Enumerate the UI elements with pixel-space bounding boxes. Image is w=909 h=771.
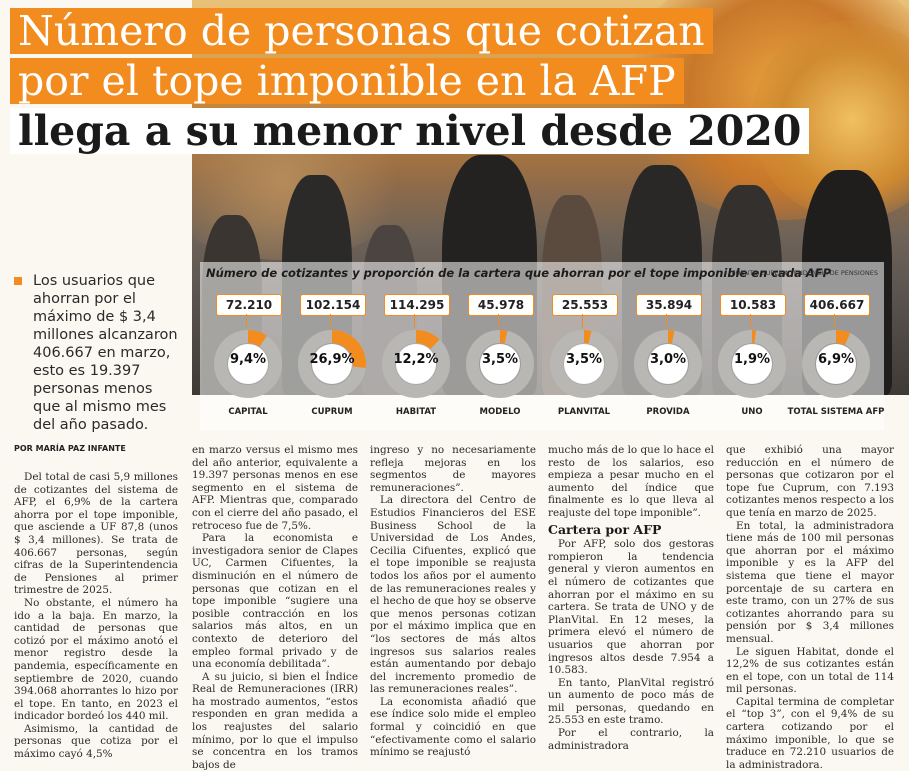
donut-value-slice: [500, 330, 508, 344]
donut-hole: [312, 344, 352, 384]
paragraph: mucho más de lo que lo hace el resto de …: [548, 444, 714, 519]
section-heading: Cartera por AFP: [548, 521, 662, 537]
paragraph: La directora del Centro de Estudios Fina…: [370, 494, 536, 696]
afp-donut: [802, 330, 870, 398]
paragraph: En total, la administradora tiene más de…: [726, 519, 894, 645]
afp-count-label: 45.978: [468, 294, 534, 316]
afp-item-modelo: 45.978 3,5% MODELO: [460, 294, 540, 424]
afp-item-capital: 72.210 9,4% CAPITAL: [208, 294, 288, 424]
count-pointer: [498, 314, 499, 328]
article-column-4: mucho más de lo que lo hace el resto de …: [548, 444, 714, 752]
count-pointer: [246, 314, 247, 328]
afp-item-habitat: 114.295 12,2% HABITAT: [376, 294, 456, 424]
article-column-5: que exhibió una mayor reducción en el nú…: [726, 444, 894, 771]
headline-line-2: por el tope imponible en la AFP: [10, 58, 684, 104]
count-pointer: [414, 314, 415, 328]
afp-item-cuprum: 102.154 26,9% CUPRUM: [292, 294, 372, 424]
paragraph: que exhibió una mayor reducción en el nú…: [726, 444, 894, 519]
afp-name-label: HABITAT: [395, 407, 437, 417]
paragraph: Capital termina de completar el “top 3”,…: [726, 695, 894, 771]
afp-chart: Número de cotizantes y proporción de la …: [200, 262, 884, 430]
headline: Número de personas que cotizan por el to…: [10, 8, 810, 158]
count-pointer: [834, 314, 835, 328]
paragraph: Para la economista e investigadora senio…: [192, 532, 358, 671]
count-pointer: [750, 314, 751, 328]
afp-item-total-sistema-afp: 406.667 6,9% TOTAL SISTEMA AFP: [788, 294, 884, 424]
afp-percent-label: 12,2%: [393, 352, 439, 367]
article-column-3: ingreso y no necesariamente refleja mejo…: [370, 444, 536, 759]
afp-name-label: TOTAL SISTEMA AFP: [787, 407, 885, 417]
headline-line-3: llega a su menor nivel desde 2020: [10, 108, 810, 154]
donut-hole: [228, 344, 268, 384]
afp-donut: [298, 330, 366, 398]
article-column-1: Del total de casi 5,9 millones de cotiza…: [14, 471, 178, 761]
afp-percent-label: 26,9%: [309, 352, 355, 367]
chart-title: Número de cotizantes y proporción de la …: [206, 266, 832, 280]
afp-count-label: 72.210: [216, 294, 282, 316]
count-pointer: [666, 314, 667, 328]
summary-bullet: Los usuarios que ahorran por el máximo d…: [14, 272, 184, 434]
paragraph: No obstante, el número ha ido a la baja.…: [14, 596, 178, 723]
donut-value-slice: [584, 330, 592, 344]
afp-count-label: 102.154: [300, 294, 366, 316]
donut-hole: [648, 344, 688, 384]
paragraph: Por AFP, solo dos gestoras rompieron la …: [548, 538, 714, 677]
donut-hole: [564, 344, 604, 384]
afp-donut: [382, 330, 450, 398]
paragraph: Asimismo, la cantidad de personas que co…: [14, 722, 178, 761]
paragraph: A su juicio, si bien el Índice Real de R…: [192, 670, 358, 771]
afp-count-label: 10.583: [720, 294, 786, 316]
afp-donut: [550, 330, 618, 398]
chart-source: FUENTE: SUPERINTENDENCIA DE PENSIONES: [731, 269, 878, 277]
afp-count-label: 114.295: [384, 294, 450, 316]
donut-hole: [732, 344, 772, 384]
afp-percent-label: 6,9%: [817, 352, 855, 367]
afp-name-label: PLANVITAL: [557, 407, 611, 417]
headline-line-1: Número de personas que cotizan: [10, 8, 713, 54]
afp-count-label: 25.553: [552, 294, 618, 316]
bullet-text: Los usuarios que ahorran por el máximo d…: [33, 273, 178, 433]
donut-value-slice: [836, 330, 851, 345]
donut-hole: [816, 344, 856, 384]
donut-value-slice: [416, 330, 440, 349]
byline: POR MARÍA PAZ INFANTE: [14, 444, 126, 453]
afp-donut: [466, 330, 534, 398]
afp-name-label: PROVIDA: [646, 407, 690, 417]
donut-value-slice: [248, 330, 267, 347]
afp-count-label: 406.667: [804, 294, 870, 316]
afp-name-label: CAPITAL: [228, 407, 268, 417]
afp-donut: [634, 330, 702, 398]
afp-count-label: 35.894: [636, 294, 702, 316]
afp-item-planvital: 25.553 3,5% PLANVITAL: [544, 294, 624, 424]
afp-percent-label: 3,0%: [649, 352, 687, 367]
donut-value-slice: [332, 330, 366, 369]
donut-hole: [396, 344, 436, 384]
donut-value-slice: [752, 330, 757, 344]
donut-hole: [480, 344, 520, 384]
article-column-2: en marzo versus el mismo mes del año ant…: [192, 444, 358, 771]
paragraph: En tanto, PlanVital registró un aumento …: [548, 676, 714, 727]
afp-percent-label: 3,5%: [565, 352, 603, 367]
afp-donut: [718, 330, 786, 398]
paragraph: Del total de casi 5,9 millones de cotiza…: [14, 471, 178, 597]
paragraph: La economista añadió que ese índice solo…: [370, 695, 536, 759]
afp-item-provida: 35.894 3,0% PROVIDA: [628, 294, 708, 424]
count-pointer: [582, 314, 583, 328]
paragraph: Le siguen Habitat, donde el 12,2% de sus…: [726, 645, 894, 696]
afp-name-label: UNO: [741, 407, 763, 417]
afp-item-uno: 10.583 1,9% UNO: [712, 294, 792, 424]
bullet-square-icon: [14, 277, 22, 285]
afp-percent-label: 1,9%: [733, 352, 771, 367]
afp-percent-label: 3,5%: [481, 352, 519, 367]
afp-donut: [214, 330, 282, 398]
count-pointer: [330, 314, 331, 328]
paragraph: en marzo versus el mismo mes del año ant…: [192, 444, 358, 532]
paragraph: ingreso y no necesariamente refleja mejo…: [370, 444, 536, 494]
afp-name-label: MODELO: [479, 407, 521, 417]
donut-value-slice: [668, 330, 675, 344]
afp-percent-label: 9,4%: [229, 352, 267, 367]
afp-name-label: CUPRUM: [311, 407, 353, 417]
paragraph: Por el contrario, la administradora: [548, 727, 714, 752]
